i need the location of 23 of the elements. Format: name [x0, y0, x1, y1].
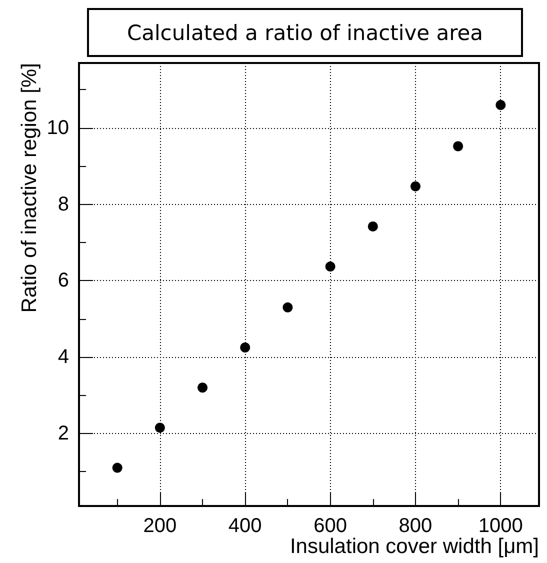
- x-axis-title: Insulation cover width [μm]: [290, 535, 539, 559]
- point: [154, 422, 165, 433]
- point: [496, 100, 506, 110]
- point: [282, 302, 293, 312]
- point: [112, 462, 122, 473]
- chart-title: Calculated a ratio of inactive area: [87, 8, 523, 57]
- x-tick-label: 1000: [478, 515, 523, 537]
- x-tick-label: 400: [228, 515, 262, 537]
- y-tick-label: 6: [58, 270, 69, 292]
- y-tick-label: 8: [58, 193, 69, 216]
- point: [325, 262, 336, 272]
- point: [453, 141, 464, 152]
- y-tick-label: 2: [58, 422, 69, 444]
- point: [410, 181, 420, 192]
- y-tick-label: 4: [58, 346, 69, 368]
- x-tick-label: 800: [398, 515, 432, 537]
- y-axis-title: Ratio of inactive region [%]: [18, 63, 42, 313]
- x-tick-label: 200: [143, 515, 177, 537]
- y-tick-label: 10: [46, 116, 69, 139]
- point: [368, 221, 378, 232]
- x-tick-label: 600: [314, 515, 347, 537]
- point: [198, 382, 208, 393]
- point: [240, 342, 250, 353]
